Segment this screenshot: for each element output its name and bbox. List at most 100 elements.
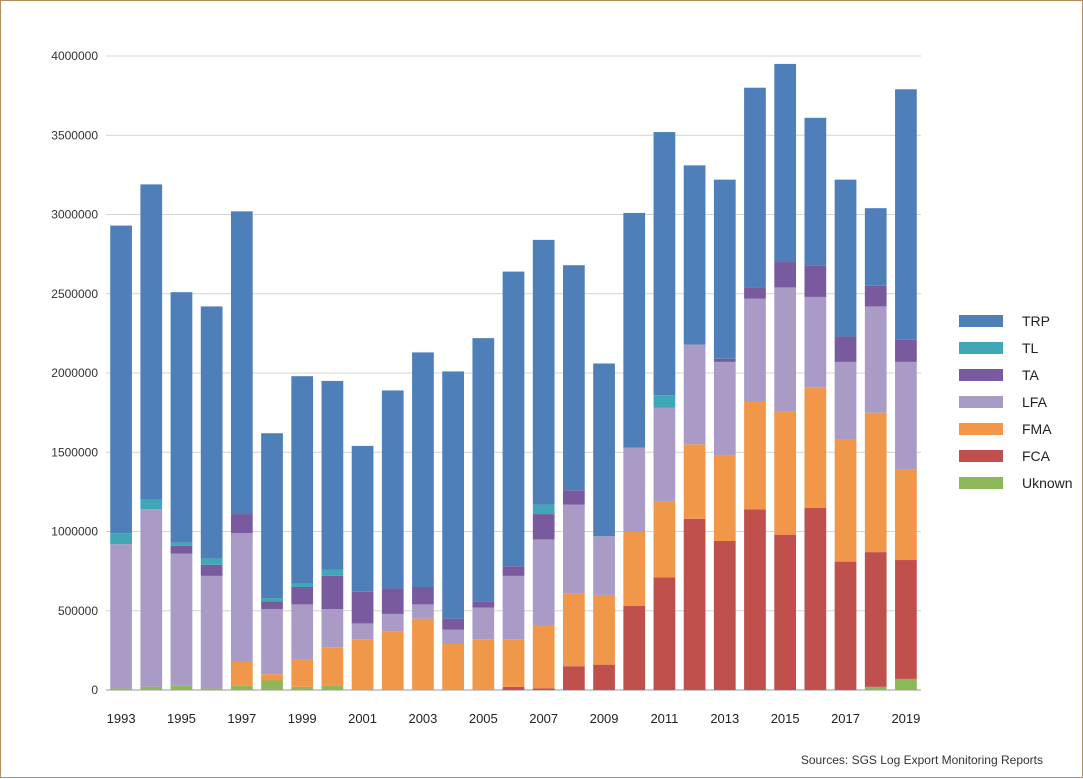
bar-fca-2008 (563, 666, 585, 690)
bar-trp-1999 (291, 376, 314, 584)
legend-swatch-fma (959, 423, 1003, 435)
bar-lfa-2013 (713, 361, 736, 456)
bar-uknown-1994 (140, 686, 163, 690)
bar-trp-2016 (804, 117, 827, 266)
bar-lfa-2017 (834, 361, 857, 440)
bar-ta-1995 (170, 545, 193, 554)
legend-swatch-fca (959, 450, 1003, 462)
x-tick-label: 2007 (529, 711, 558, 726)
bar-lfa-2016 (804, 296, 827, 388)
bar-uknown-2018 (864, 686, 887, 690)
legend-swatch-uknown (959, 477, 1003, 489)
source-note: Sources: SGS Log Export Monitoring Repor… (801, 753, 1043, 767)
bar-lfa-1995 (170, 553, 193, 686)
bar-fca-2019 (895, 560, 917, 679)
bar-tl-1993 (110, 533, 132, 545)
bar-ta-2004 (442, 618, 464, 630)
bar-tl-2011 (653, 395, 676, 408)
bar-lfa-1999 (291, 604, 314, 660)
bar-trp-2018 (864, 208, 887, 286)
x-tick-label: 1993 (107, 711, 136, 726)
legend-label-fma: FMA (1022, 421, 1052, 437)
bar-fma-1997 (230, 661, 253, 686)
bar-tl-1998 (261, 598, 283, 602)
bars (110, 63, 917, 690)
y-tick-label: 1000000 (51, 525, 98, 539)
bar-trp-2019 (895, 89, 917, 340)
bar-fma-2004 (442, 644, 464, 690)
bar-fca-2006 (502, 686, 525, 690)
bar-trp-1998 (261, 433, 283, 599)
bar-lfa-1998 (261, 609, 283, 675)
bar-uknown-1996 (200, 688, 223, 690)
bar-ta-1998 (261, 601, 283, 610)
bar-fca-2011 (653, 577, 676, 690)
bar-ta-2002 (381, 588, 404, 614)
bar-ta-2017 (834, 336, 857, 362)
bar-trp-2004 (442, 371, 464, 619)
bar-ta-2014 (744, 287, 766, 299)
legend-label-fca: FCA (1022, 448, 1051, 464)
bar-trp-1993 (110, 225, 132, 534)
bar-fca-2009 (593, 664, 615, 690)
bar-tl-2007 (532, 504, 555, 515)
y-tick-label: 500000 (58, 604, 98, 618)
x-tick-label: 2013 (710, 711, 739, 726)
bar-lfa-1997 (230, 533, 253, 662)
legend-swatch-tl (959, 342, 1003, 354)
y-tick-label: 3500000 (51, 128, 98, 142)
bar-trp-1997 (230, 211, 253, 515)
bar-trp-2006 (502, 271, 525, 567)
legend-swatch-lfa (959, 396, 1003, 408)
x-tick-label: 2019 (891, 711, 920, 726)
bar-ta-2015 (774, 262, 797, 288)
bar-fma-2008 (563, 593, 585, 667)
bar-trp-2001 (351, 445, 374, 592)
bar-trp-2003 (412, 352, 434, 587)
bar-trp-2005 (472, 338, 495, 602)
bar-trp-2010 (623, 212, 646, 448)
bar-lfa-2019 (895, 361, 917, 470)
bar-fma-2012 (683, 444, 706, 519)
bar-lfa-1993 (110, 544, 132, 689)
bar-ta-1996 (200, 564, 223, 576)
bar-fma-2018 (864, 412, 887, 553)
legend-label-uknown: Uknown (1022, 475, 1073, 491)
bar-fma-2005 (472, 639, 495, 690)
bar-ta-2018 (864, 285, 887, 307)
bar-trp-2013 (713, 179, 736, 359)
y-tick-label: 2500000 (51, 287, 98, 301)
bar-fca-2015 (774, 534, 797, 690)
bar-lfa-2009 (593, 536, 615, 595)
bar-fma-2003 (412, 618, 434, 690)
y-tick-label: 3000000 (51, 208, 98, 222)
bar-lfa-2008 (563, 504, 585, 594)
bar-trp-2002 (381, 390, 404, 589)
bar-fca-2014 (744, 509, 766, 690)
legend-swatch-trp (959, 315, 1003, 327)
bar-tl-2000 (321, 569, 344, 576)
y-axis-ticks: 0 500000 1000000 1500000 2000000 2500000 30000… (51, 49, 98, 697)
legend: TRP TL TA LFA FMA FCA Uknown (959, 313, 1073, 491)
bar-lfa-2010 (623, 447, 646, 532)
bar-ta-2008 (563, 490, 585, 505)
bar-uknown-1998 (261, 680, 283, 690)
bar-lfa-1994 (140, 509, 163, 687)
bar-uknown-1997 (230, 685, 253, 690)
bar-ta-1999 (291, 586, 314, 605)
bar-fca-2013 (713, 541, 736, 690)
x-tick-label: 2011 (650, 711, 678, 726)
bar-trp-2007 (532, 239, 555, 505)
bar-fca-2017 (834, 561, 857, 690)
bar-trp-2008 (563, 265, 585, 491)
bar-tl-1995 (170, 542, 193, 546)
bar-ta-2005 (472, 601, 495, 608)
bar-ta-2016 (804, 265, 827, 297)
bar-lfa-2005 (472, 607, 495, 640)
bar-lfa-2000 (321, 609, 344, 648)
bar-fma-2001 (351, 639, 374, 690)
bar-trp-2015 (774, 63, 797, 263)
legend-swatch-ta (959, 369, 1003, 381)
x-axis-ticks: 1993 1995 1997 1999 2001 2003 2005 2007 2009 2011… (107, 711, 921, 726)
